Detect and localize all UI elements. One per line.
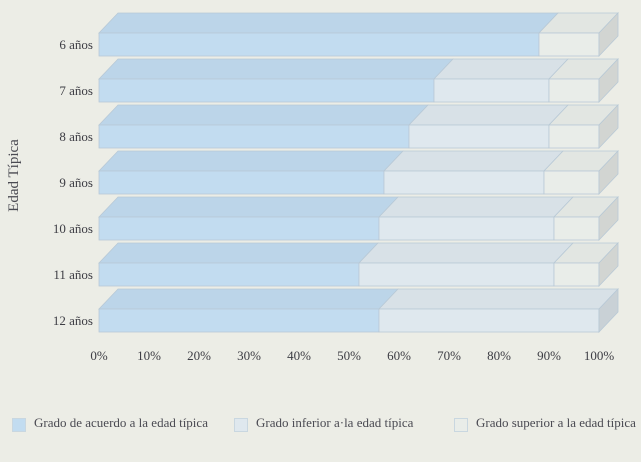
bar-4-2 <box>553 216 600 241</box>
category-label: 12 años <box>53 313 93 328</box>
category-label: 10 años <box>53 221 93 236</box>
bar-0-2 <box>538 32 600 57</box>
bar-2-1 <box>408 124 550 149</box>
legend: Grado de acuerdo a la edad típica Grado … <box>12 414 637 460</box>
legend-item-inferior: Grado inferior a·la edad típica <box>234 414 419 432</box>
category-label: 6 años <box>59 37 93 52</box>
legend-label-superior: Grado superior a la edad típica <box>476 415 636 430</box>
x-tick-label: 60% <box>387 348 411 363</box>
x-tick-label: 100% <box>584 348 615 363</box>
bar-top-4-1 <box>378 196 574 218</box>
bar-3-2 <box>543 170 600 195</box>
x-tick-label: 80% <box>487 348 511 363</box>
bar-top-5-1 <box>358 242 574 264</box>
x-tick-label: 20% <box>187 348 211 363</box>
bar-1-2 <box>548 78 600 103</box>
bar-top-2-0 <box>98 104 429 126</box>
bar-top-1-1 <box>433 58 569 80</box>
bar-6-1 <box>378 308 600 333</box>
bar-6-0 <box>98 308 380 333</box>
bar-side-0 <box>598 11 619 58</box>
legend-label-inferior: Grado inferior a·la edad típica <box>256 415 414 430</box>
bar-top-6-1 <box>378 288 619 310</box>
bar-5-2 <box>553 262 600 287</box>
bar-side-5 <box>598 241 619 288</box>
bar-side-6 <box>598 287 619 334</box>
category-label: 11 años <box>53 267 93 282</box>
chart: Edad Típica 6 años 7 años 8 años 9 años 10 a… <box>6 11 619 363</box>
x-tick-label: 50% <box>337 348 361 363</box>
category-label: 7 años <box>59 83 93 98</box>
bar-5-1 <box>358 262 555 287</box>
category-label: 9 años <box>59 175 93 190</box>
chart-svg: 6 años 7 años 8 años 9 años 10 años 11 años 12… <box>53 11 619 363</box>
x-tick-label: 90% <box>537 348 561 363</box>
bar-5-0 <box>98 262 360 287</box>
bar-0-0 <box>98 32 540 57</box>
x-tick-label: 0% <box>90 348 108 363</box>
bar-2-2 <box>548 124 600 149</box>
bar-2-0 <box>98 124 410 149</box>
bar-top-4-0 <box>98 196 399 218</box>
legend-item-superior: Grado superior a la edad típica <box>454 414 637 432</box>
bar-top-3-0 <box>98 150 404 172</box>
bar-top-0-0 <box>98 12 559 34</box>
legend-swatch-acuerdo <box>12 418 26 432</box>
legend-label-acuerdo: Grado de acuerdo a la edad típica <box>34 415 208 430</box>
bar-1-0 <box>98 78 435 103</box>
bar-top-5-0 <box>98 242 379 264</box>
bar-4-0 <box>98 216 380 241</box>
bar-side-3 <box>598 149 619 196</box>
bar-3-1 <box>383 170 545 195</box>
x-tick-label: 10% <box>137 348 161 363</box>
bar-top-6-0 <box>98 288 399 310</box>
legend-item-acuerdo: Grado de acuerdo a la edad típica <box>12 414 227 432</box>
bar-side-4 <box>598 195 619 242</box>
bar-side-1 <box>598 57 619 104</box>
x-tick-label: 70% <box>437 348 461 363</box>
bar-top-3-1 <box>383 150 564 172</box>
bar-top-1-0 <box>98 58 454 80</box>
legend-swatch-superior <box>454 418 468 432</box>
bar-4-1 <box>378 216 555 241</box>
bar-3-0 <box>98 170 385 195</box>
category-label: 8 años <box>59 129 93 144</box>
x-tick-label: 30% <box>237 348 261 363</box>
x-tick-label: 40% <box>287 348 311 363</box>
bar-side-2 <box>598 103 619 150</box>
bar-1-1 <box>433 78 550 103</box>
bar-top-2-1 <box>408 104 569 126</box>
legend-swatch-inferior <box>234 418 248 432</box>
